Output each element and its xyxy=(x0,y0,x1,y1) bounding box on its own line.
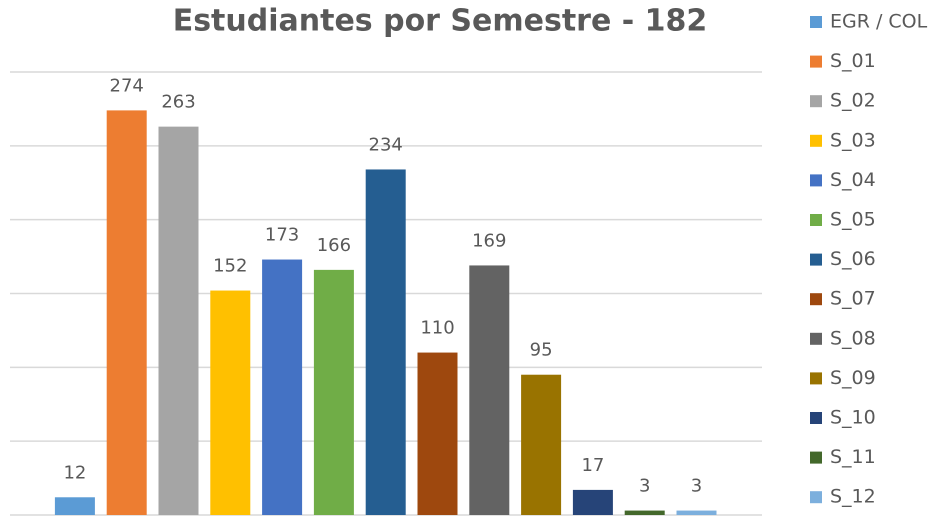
legend-swatch xyxy=(810,293,822,306)
bar xyxy=(676,510,717,515)
legend-text: S_10 xyxy=(830,407,876,429)
legend-text: S_04 xyxy=(830,169,876,191)
data-label: 3 xyxy=(691,476,702,497)
legend-swatch xyxy=(810,214,822,226)
data-label: 3 xyxy=(639,476,650,497)
legend-swatch xyxy=(810,372,822,385)
bar xyxy=(365,169,406,515)
bar xyxy=(572,489,613,515)
legend-text: S_05 xyxy=(830,209,876,231)
legend-swatch xyxy=(810,332,822,345)
data-label: 274 xyxy=(110,75,144,96)
legend-text: S_07 xyxy=(830,288,876,310)
bar xyxy=(262,259,303,515)
data-label: 12 xyxy=(63,462,86,483)
legend-text: S_02 xyxy=(830,90,876,112)
bar xyxy=(158,126,199,516)
bar xyxy=(624,510,665,515)
legend-swatch xyxy=(810,174,822,187)
bar xyxy=(313,269,354,515)
legend-swatch xyxy=(810,134,822,147)
data-label: 166 xyxy=(317,235,351,256)
legend-swatch xyxy=(810,253,822,266)
bar xyxy=(210,290,251,515)
data-label: 95 xyxy=(530,340,553,361)
legend-text: S_12 xyxy=(830,486,876,508)
legend-swatch xyxy=(810,16,822,28)
legend-text: S_11 xyxy=(830,446,876,468)
legend-swatch xyxy=(810,412,822,424)
data-label: 173 xyxy=(265,225,299,246)
legend-text: S_03 xyxy=(830,129,876,151)
legend-text: S_06 xyxy=(830,248,876,270)
data-label: 234 xyxy=(369,134,403,155)
legend-text: EGR / COL xyxy=(830,11,928,33)
legend-text: S_08 xyxy=(830,327,876,349)
bar xyxy=(54,497,95,515)
data-label: 17 xyxy=(581,455,604,476)
data-label: 263 xyxy=(161,92,195,113)
legend-swatch xyxy=(810,451,822,464)
legend-swatch xyxy=(810,491,822,504)
bar xyxy=(469,265,510,515)
data-label: 110 xyxy=(420,318,454,339)
data-label: 169 xyxy=(472,230,506,251)
legend-text: S_01 xyxy=(830,50,876,72)
legend-text: S_09 xyxy=(830,367,876,389)
legend-swatch xyxy=(810,55,822,68)
data-label: 152 xyxy=(213,256,247,277)
bar xyxy=(106,110,147,515)
bar xyxy=(521,374,562,515)
bar xyxy=(417,352,458,515)
legend-swatch xyxy=(810,95,822,108)
chart-title: Estudiantes por Semestre - 182 xyxy=(173,4,708,39)
